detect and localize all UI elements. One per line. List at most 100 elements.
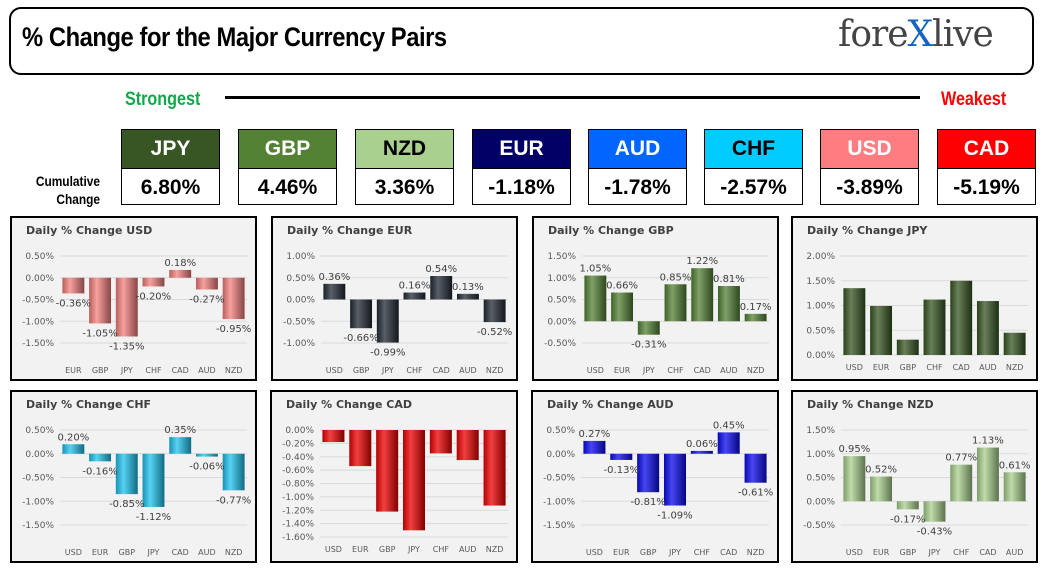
bar-nzd — [222, 453, 245, 491]
bar-chart: -0.50% 0.00% 0.50% 1.00% 1.50% USD EUR JPY CHF CA… — [544, 252, 771, 375]
data-label: -0.31% — [631, 340, 666, 351]
bar-nzd — [483, 299, 506, 323]
bar-cad — [976, 447, 999, 502]
y-tick-label: 1.00% — [806, 302, 835, 312]
y-tick-label: 0.00% — [285, 426, 314, 436]
rank-currency: CHF — [705, 130, 802, 169]
y-tick-label: 2.00% — [806, 252, 835, 262]
x-tick-label: NZD — [1006, 363, 1024, 372]
bar-chf — [664, 284, 687, 322]
y-tick-label: -1.00% — [282, 493, 314, 503]
y-tick-label: 0.50% — [547, 296, 576, 306]
cumulative-label-line1: Cumulative — [35, 173, 100, 189]
bar-chf — [923, 299, 946, 355]
bar-usd — [584, 275, 607, 322]
y-tick-label: -0.40% — [282, 453, 314, 463]
y-tick-label: -1.00% — [543, 497, 575, 507]
bar-gbp — [115, 453, 138, 495]
bar-usd — [62, 444, 85, 454]
y-tick-label: 0.00% — [25, 450, 54, 460]
bar-cad — [691, 268, 714, 322]
data-label: 0.36% — [318, 272, 350, 283]
bar-jpy — [376, 299, 399, 343]
chart-title: Daily % Change JPY — [807, 224, 928, 237]
x-tick-label: USD — [586, 548, 603, 557]
bar-eur — [870, 476, 893, 502]
y-tick-label: -0.20% — [282, 439, 314, 449]
x-tick-label: CAD — [953, 363, 970, 372]
x-tick-label: JPY — [928, 548, 941, 557]
rank-value: -1.78% — [604, 176, 671, 199]
strength-divider — [225, 96, 920, 99]
y-tick-label: -1.20% — [282, 506, 314, 516]
data-label: -1.12% — [136, 512, 171, 523]
y-tick-label: 1.50% — [547, 252, 576, 262]
x-tick-label: USD — [846, 363, 863, 372]
y-tick-label: -0.80% — [282, 480, 314, 490]
x-tick-label: JPY — [407, 545, 420, 554]
y-tick-label: 0.00% — [806, 351, 835, 361]
data-label: -0.06% — [189, 462, 224, 473]
x-tick-label: EUR — [873, 363, 890, 372]
x-tick-label: NZD — [747, 366, 765, 375]
bar-nzd — [483, 430, 506, 506]
x-tick-label: CHF — [406, 366, 423, 375]
rank-box-chf: CHF -2.57% — [704, 129, 803, 205]
bar-eur — [870, 305, 893, 355]
bar-chart: -1.00% -0.50% 0.00% 0.50% 1.00% USD GBP JPY CHF C… — [283, 252, 512, 375]
y-tick-label: -1.60% — [282, 533, 314, 543]
chart-title: Daily % Change AUD — [547, 398, 674, 411]
rank-value: -3.89% — [836, 176, 903, 199]
data-label: 0.45% — [713, 420, 745, 431]
x-tick-label: NZD — [225, 366, 243, 375]
chart-panel-usd: Daily % Change USD -1.50% -1.00% -0.50% 0.00… — [10, 216, 257, 381]
x-tick-label: EUR — [614, 366, 631, 375]
x-tick-label: GBP — [640, 548, 657, 557]
data-label: 0.95% — [838, 444, 870, 455]
x-tick-label: EUR — [613, 548, 630, 557]
y-tick-label: -0.50% — [22, 474, 54, 484]
x-tick-label: CHF — [694, 548, 711, 557]
x-tick-label: NZD — [225, 548, 243, 557]
bar-eur — [610, 453, 633, 460]
data-label: 0.16% — [399, 281, 431, 292]
data-label: -0.36% — [56, 298, 91, 309]
x-tick-label: NZD — [486, 366, 504, 375]
bar-nzd — [222, 277, 245, 320]
bar-usd — [322, 430, 345, 443]
x-tick-label: GBP — [119, 548, 136, 557]
x-tick-label: USD — [326, 366, 343, 375]
bar-jpy — [115, 277, 138, 337]
bar-chart: -1.60% -1.40% -1.20% -1.00% -0.80% -0.60% -0.4… — [282, 426, 508, 554]
x-tick-label: JPY — [642, 366, 655, 375]
data-label: 0.06% — [686, 439, 718, 450]
x-tick-label: EUR — [65, 366, 82, 375]
rank-box-eur: EUR -1.18% — [472, 129, 571, 205]
page-title: % Change for the Major Currency Pairs — [22, 22, 447, 52]
data-label: -0.43% — [917, 527, 952, 538]
y-tick-label: 1.00% — [547, 274, 576, 284]
cumulative-label-line2: Change — [56, 191, 100, 207]
bar-chart: -1.50% -1.00% -0.50% 0.00% 0.50% USD EUR GBP JPY… — [22, 425, 251, 557]
x-tick-label: CHF — [953, 548, 970, 557]
data-label: 1.05% — [579, 264, 611, 275]
y-tick-label: 1.00% — [806, 450, 835, 460]
x-tick-label: NZD — [486, 545, 504, 554]
y-tick-label: -1.50% — [543, 521, 575, 531]
cumulative-change-label: Cumulative Change — [32, 172, 100, 208]
data-label: 0.20% — [57, 432, 89, 443]
y-tick-label: -1.50% — [22, 521, 54, 531]
bar-cad — [169, 269, 192, 278]
data-label: -0.16% — [82, 466, 117, 477]
rank-box-nzd: NZD 3.36% — [355, 129, 454, 205]
y-tick-label: 0.00% — [547, 317, 576, 327]
y-tick-label: -0.50% — [543, 474, 575, 484]
rank-value: -1.18% — [488, 176, 555, 199]
y-tick-label: -1.50% — [22, 339, 54, 349]
y-tick-label: 0.50% — [286, 274, 315, 284]
rank-box-jpy: JPY 6.80% — [121, 129, 220, 205]
bar-gbp — [896, 339, 919, 355]
chart-title: Daily % Change CAD — [286, 398, 412, 411]
bar-aud — [195, 277, 218, 290]
rank-value: 6.80% — [140, 176, 201, 199]
